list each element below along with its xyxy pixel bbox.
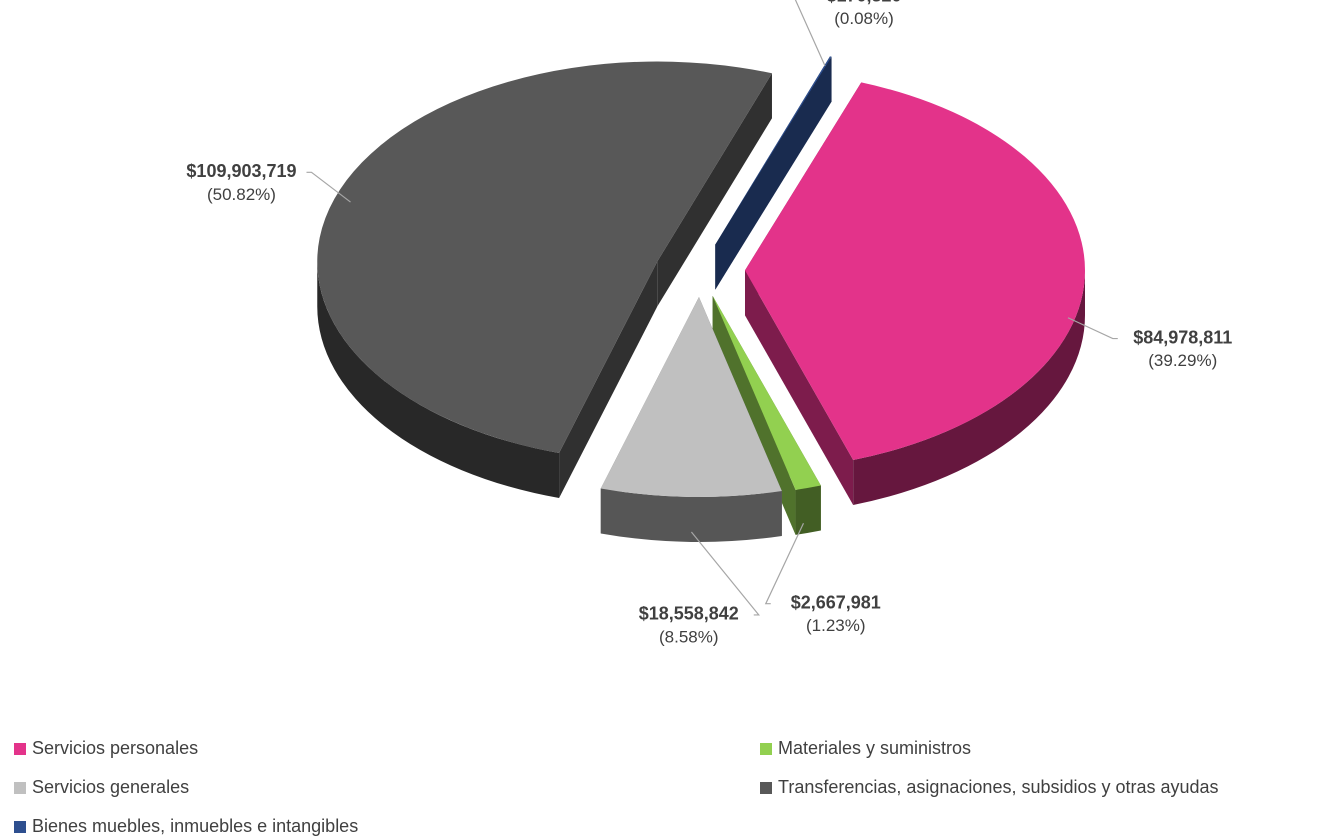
data-label: $2,667,981 bbox=[791, 592, 881, 612]
legend-label: Bienes muebles, inmuebles e intangibles bbox=[32, 816, 359, 836]
leader-line bbox=[794, 0, 826, 67]
legend-label: Servicios generales bbox=[32, 777, 190, 797]
legend-label: Transferencias, asignaciones, subsidios … bbox=[778, 777, 1219, 797]
legend-swatch bbox=[760, 742, 772, 755]
legend-item: Servicios personales bbox=[14, 738, 198, 759]
plot: $84,978,811 (39.29%) $2,667,981 (1.23%) $18,… bbox=[186, 0, 1232, 646]
percentage-label: (1.23%) bbox=[806, 616, 866, 635]
data-label: $170,320 bbox=[826, 0, 901, 5]
legend-swatch bbox=[760, 781, 772, 794]
percentage-label: (8.58%) bbox=[659, 627, 719, 646]
legend-swatch bbox=[14, 781, 26, 794]
slice-wall bbox=[715, 56, 832, 290]
legend-item: Servicios generales bbox=[14, 777, 189, 798]
slice bbox=[600, 296, 782, 497]
percentage-label: (50.82%) bbox=[207, 185, 276, 204]
legend-item: Bienes muebles, inmuebles e intangibles bbox=[14, 816, 358, 837]
legend-label: Materiales y suministros bbox=[778, 738, 972, 758]
leader-line bbox=[1067, 317, 1118, 340]
legend-label: Servicios personales bbox=[32, 738, 199, 758]
slice bbox=[715, 56, 832, 245]
legend-item: Transferencias, asignaciones, subsidios … bbox=[760, 777, 1219, 798]
data-label: $109,903,719 bbox=[186, 161, 296, 181]
slice bbox=[712, 295, 821, 490]
data-label: $18,558,842 bbox=[639, 604, 739, 624]
legend-swatch bbox=[14, 742, 26, 755]
slice-side bbox=[795, 485, 821, 535]
slice bbox=[744, 82, 1085, 460]
legend-item: Materiales y suministros bbox=[760, 738, 971, 759]
slice-side bbox=[853, 270, 1085, 505]
slice-side bbox=[600, 488, 782, 542]
legend-swatch bbox=[14, 820, 26, 833]
percentage-label: (0.08%) bbox=[834, 9, 894, 28]
slice bbox=[317, 61, 772, 454]
leader-line bbox=[306, 171, 351, 203]
data-label: $84,978,811 bbox=[1133, 327, 1232, 347]
slice-wall bbox=[744, 270, 854, 505]
leader-line bbox=[690, 531, 761, 616]
slice-wall bbox=[559, 261, 658, 499]
slice-side bbox=[317, 261, 560, 499]
legend: Servicios personales Materiales y suminis… bbox=[0, 730, 1337, 837]
percentage-label: (39.29%) bbox=[1148, 351, 1217, 370]
slice-wall bbox=[657, 73, 772, 307]
leader-line bbox=[764, 522, 805, 605]
